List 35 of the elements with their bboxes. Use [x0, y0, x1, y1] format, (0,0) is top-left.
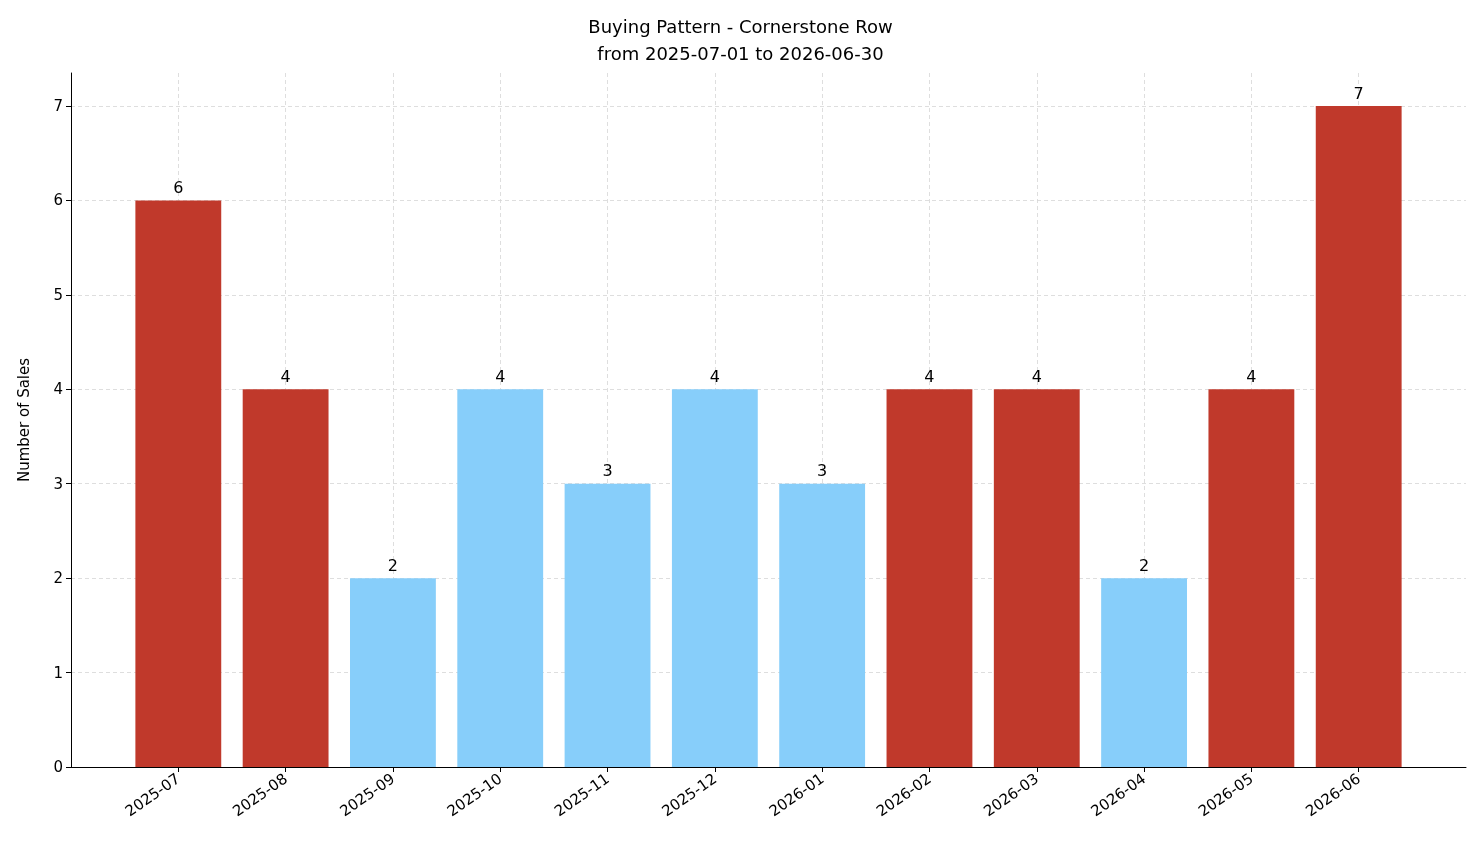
- y-tick-label: 1: [53, 663, 63, 682]
- bar: [993, 389, 1080, 767]
- y-tick-label: 2: [53, 569, 63, 588]
- chart-subtitle: from 2025-07-01 to 2026-06-30: [597, 42, 884, 64]
- bar: [1101, 578, 1187, 767]
- bar: [135, 200, 222, 767]
- y-tick-label: 3: [53, 474, 63, 493]
- bar: [350, 578, 436, 767]
- bar: [1315, 106, 1402, 767]
- data-label: 2: [1138, 555, 1150, 575]
- y-tick-label: 4: [53, 380, 63, 399]
- bar: [1208, 389, 1295, 767]
- data-label: 4: [1031, 366, 1042, 386]
- bar: [457, 389, 544, 767]
- data-label: 4: [1246, 366, 1257, 386]
- y-axis-title: Number of Sales: [14, 357, 33, 483]
- bar: [671, 389, 758, 767]
- bar: [564, 483, 651, 767]
- data-label: 6: [173, 177, 184, 197]
- data-label: 7: [1353, 83, 1364, 103]
- data-label: 4: [280, 366, 291, 386]
- y-tick-label: 6: [53, 191, 63, 210]
- bar: [779, 483, 866, 767]
- y-tick-label: 7: [53, 97, 63, 116]
- data-label: 3: [817, 461, 828, 481]
- y-tick-label: 0: [53, 758, 63, 776]
- data-label: 3: [602, 461, 613, 481]
- bar: [886, 389, 973, 767]
- data-label: 4: [495, 366, 506, 386]
- data-label: 2: [387, 555, 399, 575]
- chart-title: Buying Pattern - Cornerstone Row: [588, 15, 893, 37]
- bar: [242, 389, 329, 767]
- data-label: 4: [924, 366, 935, 386]
- y-tick-label: 5: [53, 285, 63, 304]
- data-label: 4: [709, 366, 720, 386]
